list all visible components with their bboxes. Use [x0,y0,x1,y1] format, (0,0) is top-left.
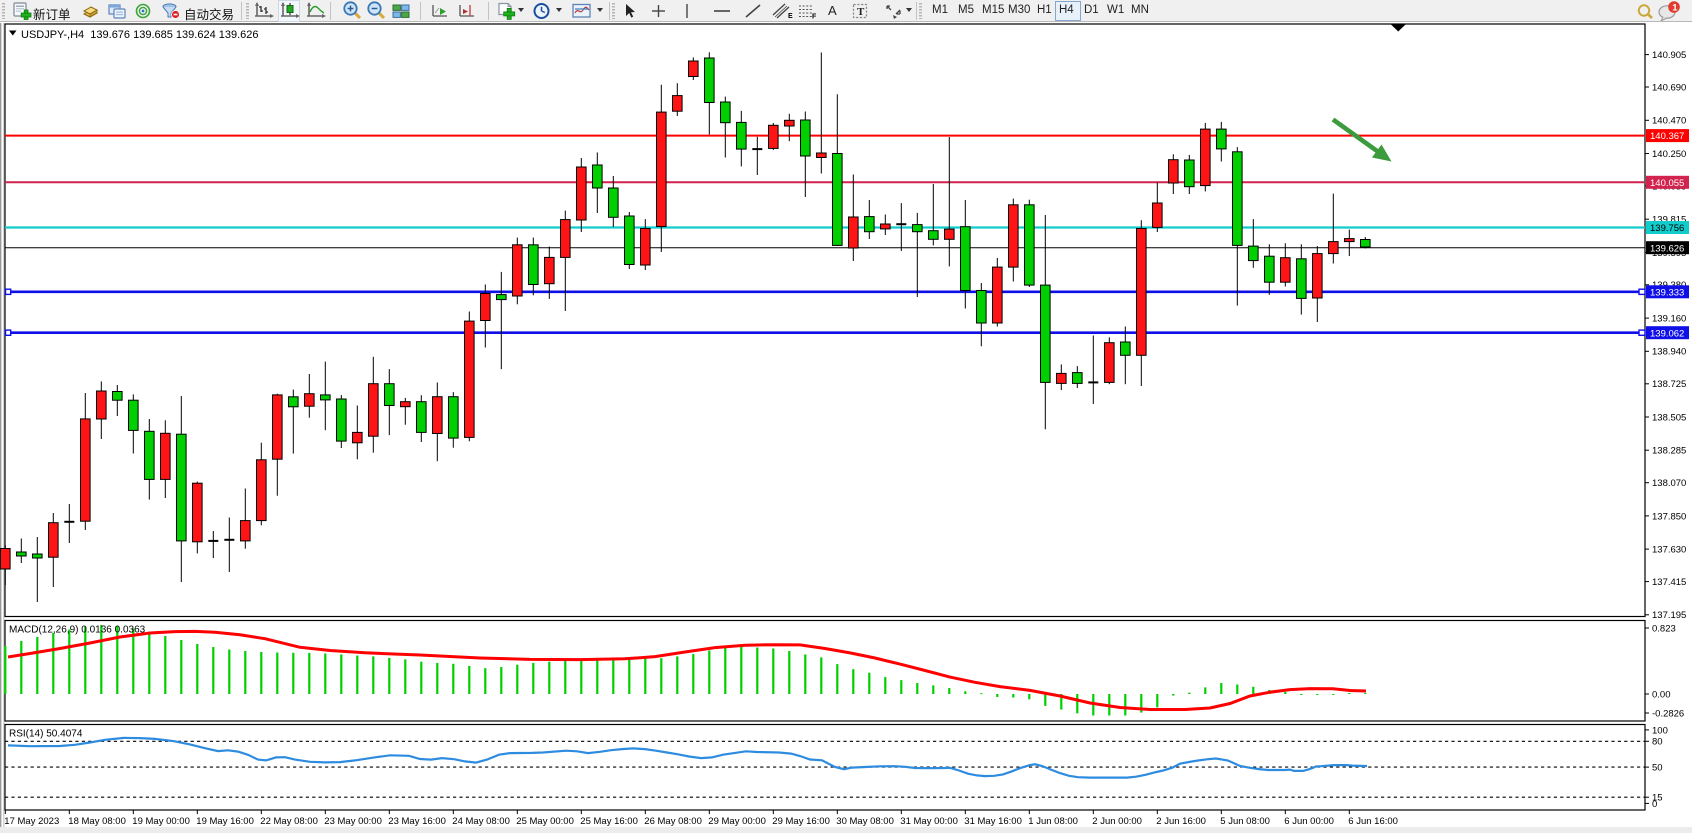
svg-text:0.00: 0.00 [1652,689,1671,700]
svg-text:139.160: 139.160 [1652,314,1686,325]
svg-text:137.630: 137.630 [1652,545,1686,556]
svg-text:139.756: 139.756 [1650,223,1684,234]
svg-text:24 May 08:00: 24 May 08:00 [452,816,510,827]
svg-text:6 Jun 00:00: 6 Jun 00:00 [1284,816,1334,827]
svg-text:18 May 08:00: 18 May 08:00 [68,816,126,827]
svg-text:17 May 2023: 17 May 2023 [4,816,59,827]
svg-text:140.690: 140.690 [1652,82,1686,93]
svg-text:137.415: 137.415 [1652,577,1686,588]
svg-text:140.905: 140.905 [1652,50,1686,61]
svg-text:31 May 00:00: 31 May 00:00 [900,816,958,827]
svg-text:RSI(14) 50.4074: RSI(14) 50.4074 [9,729,83,740]
svg-text:139.333: 139.333 [1650,287,1684,298]
svg-text:1 Jun 08:00: 1 Jun 08:00 [1028,816,1078,827]
svg-text:2 Jun 16:00: 2 Jun 16:00 [1156,816,1206,827]
svg-text:140.055: 140.055 [1650,178,1684,189]
svg-text:50: 50 [1652,763,1663,774]
svg-text:USDJPY-,H4 139.676 139.685 13: USDJPY-,H4 139.676 139.685 139.624 139.6… [21,29,259,41]
svg-text:26 May 08:00: 26 May 08:00 [644,816,702,827]
svg-text:5 Jun 08:00: 5 Jun 08:00 [1220,816,1270,827]
svg-text:137.195: 137.195 [1652,610,1686,621]
svg-text:19 May 16:00: 19 May 16:00 [196,816,254,827]
svg-text:138.505: 138.505 [1652,412,1686,423]
svg-text:-0.2826: -0.2826 [1652,708,1684,719]
svg-text:100: 100 [1652,725,1668,736]
svg-text:138.285: 138.285 [1652,446,1686,457]
svg-text:F: F [812,14,817,20]
svg-text:29 May 00:00: 29 May 00:00 [708,816,766,827]
svg-text:137.850: 137.850 [1652,511,1686,522]
svg-text:140.470: 140.470 [1652,116,1686,127]
svg-text:139.815: 139.815 [1652,215,1686,226]
svg-text:19 May 00:00: 19 May 00:00 [132,816,190,827]
svg-text:25 May 00:00: 25 May 00:00 [516,816,574,827]
svg-text:15: 15 [1652,793,1663,804]
svg-text:23 May 00:00: 23 May 00:00 [324,816,382,827]
svg-text:140.367: 140.367 [1650,131,1684,142]
svg-text:0: 0 [1652,799,1657,810]
svg-text:T: T [857,6,865,18]
svg-text:138.940: 138.940 [1652,347,1686,358]
svg-text:E: E [788,13,793,19]
svg-text:MACD(12,26,9) 0.0136 0.0363: MACD(12,26,9) 0.0136 0.0363 [9,625,146,636]
svg-text:30 May 08:00: 30 May 08:00 [836,816,894,827]
svg-text:139.626: 139.626 [1650,243,1684,254]
svg-text:31 May 16:00: 31 May 16:00 [964,816,1022,827]
svg-text:0.823: 0.823 [1652,623,1676,634]
svg-text:23 May 16:00: 23 May 16:00 [388,816,446,827]
svg-text:80: 80 [1652,737,1663,748]
svg-text:1: 1 [1672,3,1678,14]
svg-text:29 May 16:00: 29 May 16:00 [772,816,830,827]
svg-text:138.725: 138.725 [1652,379,1686,390]
svg-text:140.250: 140.250 [1652,149,1686,160]
svg-text:139.062: 139.062 [1650,328,1684,339]
svg-text:138.070: 138.070 [1652,478,1686,489]
svg-text:2 Jun 00:00: 2 Jun 00:00 [1092,816,1142,827]
svg-text:6 Jun 16:00: 6 Jun 16:00 [1348,816,1398,827]
svg-text:25 May 16:00: 25 May 16:00 [580,816,638,827]
svg-text:22 May 08:00: 22 May 08:00 [260,816,318,827]
